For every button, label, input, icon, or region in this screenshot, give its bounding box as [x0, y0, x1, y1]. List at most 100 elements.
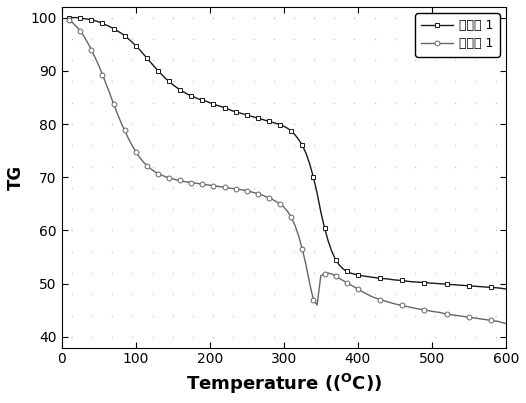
Point [189, 270, 197, 276]
Point [290, 57, 298, 63]
Point [492, 15, 500, 21]
Point [249, 163, 258, 170]
Point [350, 15, 359, 21]
Point [269, 163, 278, 170]
Point [492, 100, 500, 106]
比较例 1 [177, 87, 184, 92]
Point [471, 312, 480, 319]
比较例 1 [351, 272, 357, 276]
Point [249, 249, 258, 255]
Point [128, 185, 137, 191]
Point [229, 142, 238, 149]
Point [411, 334, 419, 340]
Point [391, 35, 399, 42]
Point [431, 100, 439, 106]
Point [209, 35, 217, 42]
Point [310, 206, 318, 212]
比较例 1 [247, 114, 254, 118]
Point [310, 142, 318, 149]
Point [88, 206, 96, 212]
Point [269, 142, 278, 149]
Point [269, 249, 278, 255]
Point [370, 227, 379, 234]
Point [148, 35, 157, 42]
Point [411, 100, 419, 106]
Point [492, 185, 500, 191]
Point [350, 312, 359, 319]
Point [128, 121, 137, 127]
Point [68, 57, 76, 63]
Point [148, 78, 157, 85]
Point [471, 78, 480, 85]
Point [168, 15, 177, 21]
Point [370, 312, 379, 319]
Point [189, 334, 197, 340]
Point [492, 57, 500, 63]
实施例 1 [162, 174, 168, 179]
Point [350, 57, 359, 63]
Point [189, 15, 197, 21]
Point [209, 15, 217, 21]
Point [209, 100, 217, 106]
Point [168, 270, 177, 276]
Point [431, 206, 439, 212]
Point [431, 291, 439, 297]
Point [108, 57, 116, 63]
Point [189, 100, 197, 106]
Point [310, 334, 318, 340]
Point [290, 270, 298, 276]
Point [391, 121, 399, 127]
Point [229, 121, 238, 127]
Point [411, 185, 419, 191]
Point [330, 312, 338, 319]
Point [229, 100, 238, 106]
Point [391, 100, 399, 106]
Point [168, 334, 177, 340]
Point [168, 142, 177, 149]
Point [330, 35, 338, 42]
Point [411, 15, 419, 21]
Point [168, 249, 177, 255]
Point [229, 291, 238, 297]
Point [330, 334, 338, 340]
Point [411, 163, 419, 170]
Point [431, 121, 439, 127]
Point [128, 291, 137, 297]
Point [88, 185, 96, 191]
Point [411, 206, 419, 212]
实施例 1 [258, 192, 265, 197]
Point [310, 35, 318, 42]
Point [431, 334, 439, 340]
Point [249, 291, 258, 297]
Point [148, 57, 157, 63]
Point [88, 142, 96, 149]
Point [492, 312, 500, 319]
Point [492, 78, 500, 85]
Point [168, 35, 177, 42]
Point [229, 206, 238, 212]
Point [229, 312, 238, 319]
Point [189, 312, 197, 319]
Point [451, 57, 460, 63]
Point [68, 227, 76, 234]
Point [68, 185, 76, 191]
Point [310, 121, 318, 127]
Point [471, 142, 480, 149]
Point [128, 15, 137, 21]
Point [148, 227, 157, 234]
Point [68, 270, 76, 276]
Point [451, 35, 460, 42]
Point [249, 100, 258, 106]
Point [471, 100, 480, 106]
Point [350, 121, 359, 127]
Point [269, 57, 278, 63]
Point [391, 227, 399, 234]
Point [330, 15, 338, 21]
Point [68, 78, 76, 85]
Point [370, 100, 379, 106]
Point [229, 334, 238, 340]
Point [209, 291, 217, 297]
Point [168, 227, 177, 234]
Point [189, 249, 197, 255]
Point [88, 121, 96, 127]
